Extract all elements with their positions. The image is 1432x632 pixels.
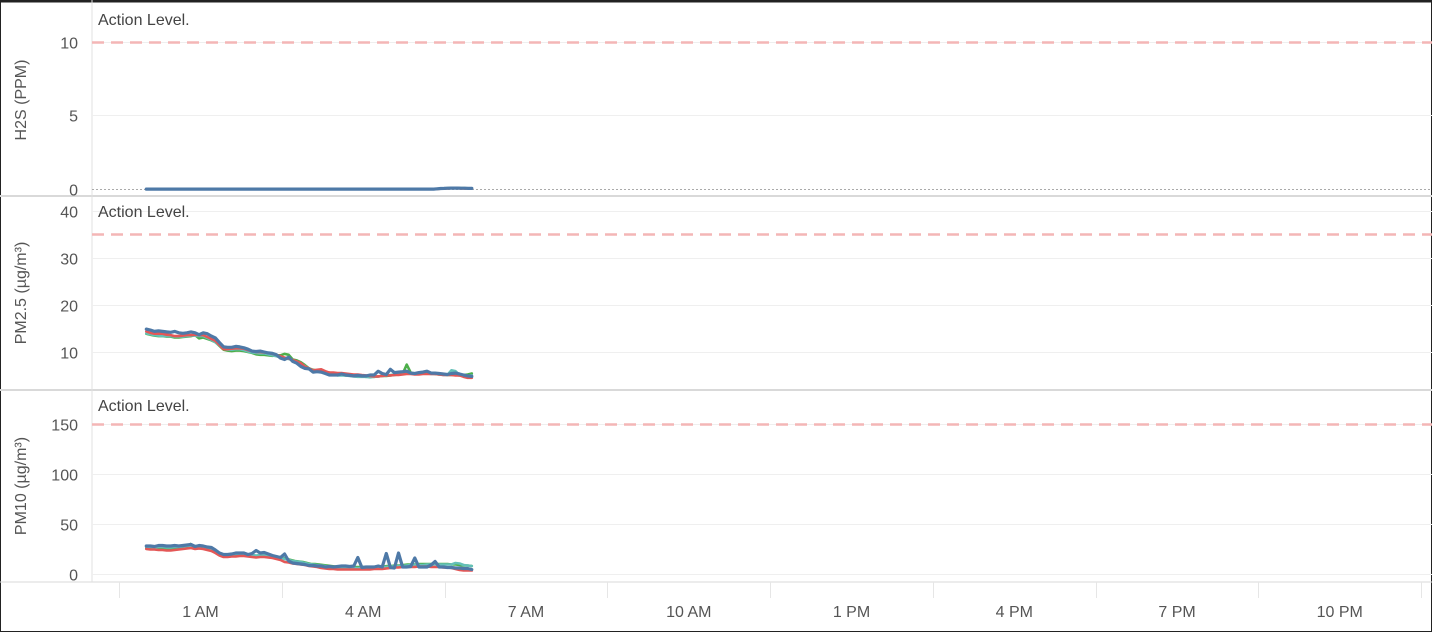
action-level-label: Action Level. [98,398,190,415]
y-axis-label: PM10 (µg/m³) [13,437,30,535]
x-tick-label: 1 AM [182,604,218,621]
x-tick-label: 10 PM [1317,604,1363,621]
y-tick-label: 0 [69,183,78,200]
y-tick-label: 5 [69,109,78,126]
y-tick-label: 10 [60,346,78,363]
y-axis-label: H2S (PPM) [13,60,30,141]
y-tick-label: 0 [69,568,78,585]
x-tick-label: 7 PM [1158,604,1195,621]
panel-2: 0 50 100 150 PM10 (µg/m³) Action Level. [13,398,1432,585]
gridlines [119,582,1422,598]
series-line-3 [144,327,474,378]
x-tick-label: 4 PM [996,604,1033,621]
y-tick-label: 10 [60,36,78,53]
series-group [144,327,474,380]
x-tick-label: 4 AM [345,604,381,621]
y-tick-label: 100 [51,468,78,485]
series-line-3 [144,186,474,191]
panels: 0 5 10 H2S (PPM) Action Level. 10 20 30 40 PM2.5 … [13,12,1432,585]
y-tick-label: 150 [51,418,78,435]
x-tick-label: 1 PM [833,604,870,621]
y-tick-label: 50 [60,518,78,535]
series-group [144,542,474,572]
panel-1: 10 20 30 40 PM2.5 (µg/m³) Action Level. [13,204,1432,380]
x-tick-label: 7 AM [508,604,544,621]
x-axis: 1 AM 4 AM 7 AM 10 AM 1 PM 4 PM 7 PM 10 PM [182,604,1363,621]
x-tick-label: 10 AM [666,604,711,621]
series-group [144,186,474,191]
y-tick-label: 30 [60,252,78,269]
panel-0: 0 5 10 H2S (PPM) Action Level. [13,12,1432,200]
y-tick-label: 40 [60,205,78,222]
y-axis-label: PM2.5 (µg/m³) [13,242,30,345]
action-level-label: Action Level. [98,12,190,29]
series-line-3 [144,542,474,572]
action-level-label: Action Level. [98,204,190,221]
y-tick-label: 20 [60,299,78,316]
